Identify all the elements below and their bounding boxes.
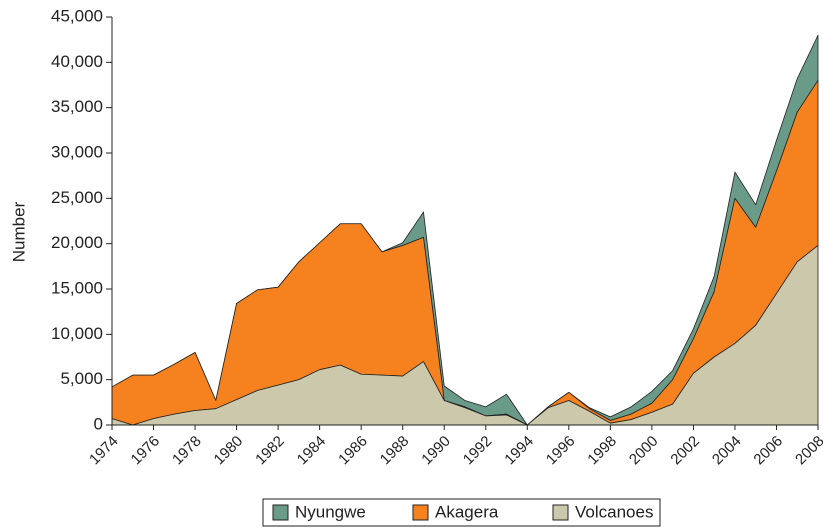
y-tick-label: 40,000 (51, 52, 103, 71)
x-tick-label: 1992 (460, 433, 496, 469)
legend-label: Volcanoes (575, 502, 653, 521)
y-tick-label: 45,000 (51, 6, 103, 25)
legend-swatch (552, 504, 569, 521)
y-tick-label: 20,000 (51, 233, 103, 252)
y-tick-label: 30,000 (51, 142, 103, 161)
legend: Nyungwe Akagera Volcanoes (262, 498, 661, 527)
x-tick-label: 1998 (584, 433, 620, 469)
x-tick-label: 1978 (169, 433, 205, 469)
x-tick-label: 2002 (667, 433, 703, 469)
y-tick-label: 5,000 (60, 369, 103, 388)
y-tick-label: 15,000 (51, 278, 103, 297)
legend-label: Akagera (435, 502, 499, 521)
x-tick-label: 2006 (750, 433, 786, 469)
x-tick-label: 1988 (377, 433, 413, 469)
x-tick-label: 1974 (86, 433, 122, 469)
legend-swatch (412, 504, 429, 521)
y-tick-label: 10,000 (51, 324, 103, 343)
x-tick-label: 1994 (501, 433, 537, 469)
x-tick-label: 1984 (294, 433, 330, 469)
x-tick-label: 1986 (335, 433, 371, 469)
legend-label: Nyungwe (295, 502, 366, 521)
x-tick-label: 1982 (252, 433, 288, 469)
x-tick-label: 2004 (709, 433, 745, 469)
x-tick-label: 1990 (418, 433, 454, 469)
x-tick-label: 1996 (543, 433, 579, 469)
x-tick-label: 2008 (792, 433, 823, 469)
y-tick-label: 35,000 (51, 97, 103, 116)
x-tick-label: 1976 (128, 433, 164, 469)
x-tick-label: 1980 (211, 433, 247, 469)
legend-frame (262, 498, 661, 527)
y-tick-label: 25,000 (51, 188, 103, 207)
y-axis-label: Number (9, 201, 28, 262)
y-tick-label: 0 (94, 414, 103, 433)
x-tick-label: 2000 (626, 433, 662, 469)
legend-swatch (272, 504, 289, 521)
